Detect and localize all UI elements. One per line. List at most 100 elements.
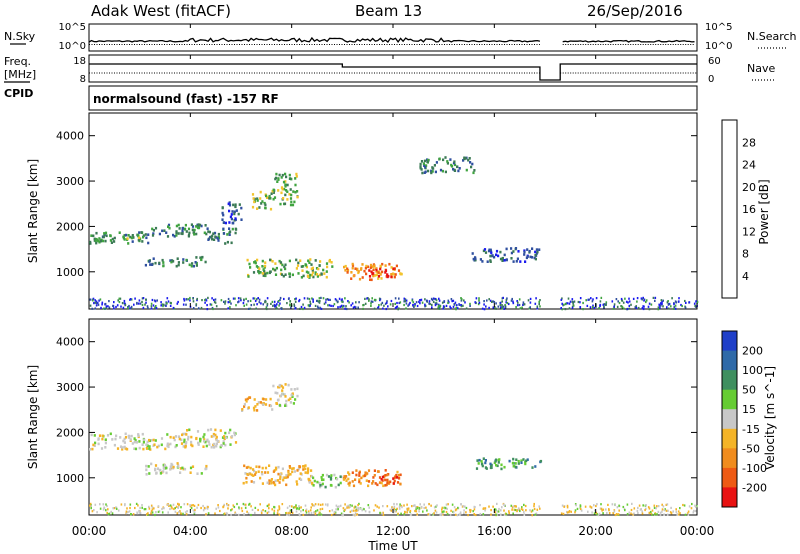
data-cell <box>501 259 504 262</box>
data-cell <box>162 470 165 473</box>
ground-scatter-cell <box>482 507 485 510</box>
ground-scatter-cell <box>255 298 258 301</box>
ground-scatter-cell <box>641 307 644 310</box>
data-cell <box>104 231 108 235</box>
data-cell <box>329 478 333 481</box>
ground-scatter-cell <box>230 509 232 512</box>
data-cell <box>203 231 206 235</box>
data-cell <box>179 471 182 474</box>
ground-scatter-cell <box>173 507 175 511</box>
data-cell <box>393 267 396 270</box>
ground-scatter-cell <box>342 513 344 516</box>
data-cell <box>526 458 529 461</box>
ground-scatter-cell <box>354 509 357 512</box>
data-cell <box>274 273 278 276</box>
data-cell <box>146 440 149 444</box>
data-cell <box>199 439 202 443</box>
data-cell <box>148 472 151 475</box>
data-cell <box>174 435 178 438</box>
data-cell <box>248 262 251 266</box>
ground-scatter-cell <box>595 297 598 300</box>
data-cell <box>217 239 220 242</box>
ground-scatter-cell <box>645 300 647 304</box>
data-cell <box>302 468 305 471</box>
data-cell <box>207 440 210 444</box>
data-cell <box>490 465 493 468</box>
ground-scatter-cell <box>534 302 537 305</box>
data-cell <box>344 264 347 268</box>
data-cell <box>280 268 283 272</box>
data-cell <box>210 435 213 438</box>
ground-scatter-cell <box>421 301 424 304</box>
data-cell <box>177 465 180 468</box>
velocity-colorbar-swatch <box>722 389 737 410</box>
ground-scatter-cell <box>307 304 310 307</box>
data-cell <box>105 234 108 238</box>
ground-scatter-cell <box>254 506 257 509</box>
data-cell <box>190 443 193 447</box>
ground-scatter-cell <box>160 301 162 304</box>
ground-scatter-cell <box>134 297 136 300</box>
data-cell <box>100 447 104 450</box>
ground-scatter-cell <box>141 300 143 303</box>
ground-scatter-cell <box>406 503 408 506</box>
data-cell <box>183 227 186 231</box>
ground-scatter-cell <box>186 510 188 513</box>
ground-scatter-cell <box>395 508 397 511</box>
data-cell <box>144 233 147 236</box>
data-cell <box>511 461 514 465</box>
data-cell <box>481 260 484 263</box>
ground-scatter-cell <box>447 301 449 304</box>
data-cell <box>181 466 184 470</box>
data-cell <box>539 459 543 463</box>
data-cell <box>480 462 484 466</box>
ground-scatter-cell <box>192 504 194 507</box>
data-cell <box>203 438 206 441</box>
data-cell <box>520 461 523 464</box>
data-cell <box>274 479 277 483</box>
data-cell <box>192 264 195 268</box>
data-cell <box>484 251 488 254</box>
ground-scatter-cell <box>572 301 575 304</box>
ground-scatter-cell <box>342 305 344 308</box>
ground-scatter-cell <box>133 303 135 306</box>
ground-scatter-cell <box>364 510 367 513</box>
data-cell <box>290 388 293 391</box>
ground-scatter-cell <box>288 514 290 517</box>
data-cell <box>145 443 148 446</box>
data-cell <box>207 428 210 432</box>
ground-scatter-cell <box>534 513 537 516</box>
ground-scatter-cell <box>666 301 669 304</box>
ground-scatter-cell <box>163 507 165 510</box>
ground-scatter-cell <box>289 509 292 512</box>
data-cell <box>290 393 293 397</box>
ground-scatter-cell <box>169 301 172 304</box>
ground-scatter-cell <box>380 303 383 306</box>
ground-scatter-cell <box>483 303 485 306</box>
ground-scatter-cell <box>522 301 525 304</box>
data-cell <box>222 221 225 224</box>
ground-scatter-cell <box>510 299 513 302</box>
ground-scatter-cell <box>494 511 497 514</box>
power-ylabel: Slant Range [km] <box>26 159 40 263</box>
ground-scatter-cell <box>660 304 662 307</box>
data-cell <box>138 440 141 443</box>
data-cell <box>251 193 255 196</box>
ground-scatter-cell <box>470 509 472 512</box>
ground-scatter-cell <box>675 510 678 513</box>
ground-scatter-cell <box>294 300 297 303</box>
data-cell <box>288 259 291 263</box>
data-cell <box>151 227 154 231</box>
data-cell <box>476 459 479 462</box>
data-cell <box>355 469 358 472</box>
ground-scatter-cell <box>341 304 343 307</box>
data-cell <box>372 272 375 275</box>
ground-scatter-cell <box>356 513 359 516</box>
ground-scatter-cell <box>518 303 521 307</box>
ground-scatter-cell <box>484 509 486 512</box>
data-cell <box>510 251 513 255</box>
data-cell <box>97 437 100 440</box>
data-cell <box>197 441 200 445</box>
data-cell <box>299 259 302 262</box>
ground-scatter-cell <box>628 307 631 310</box>
